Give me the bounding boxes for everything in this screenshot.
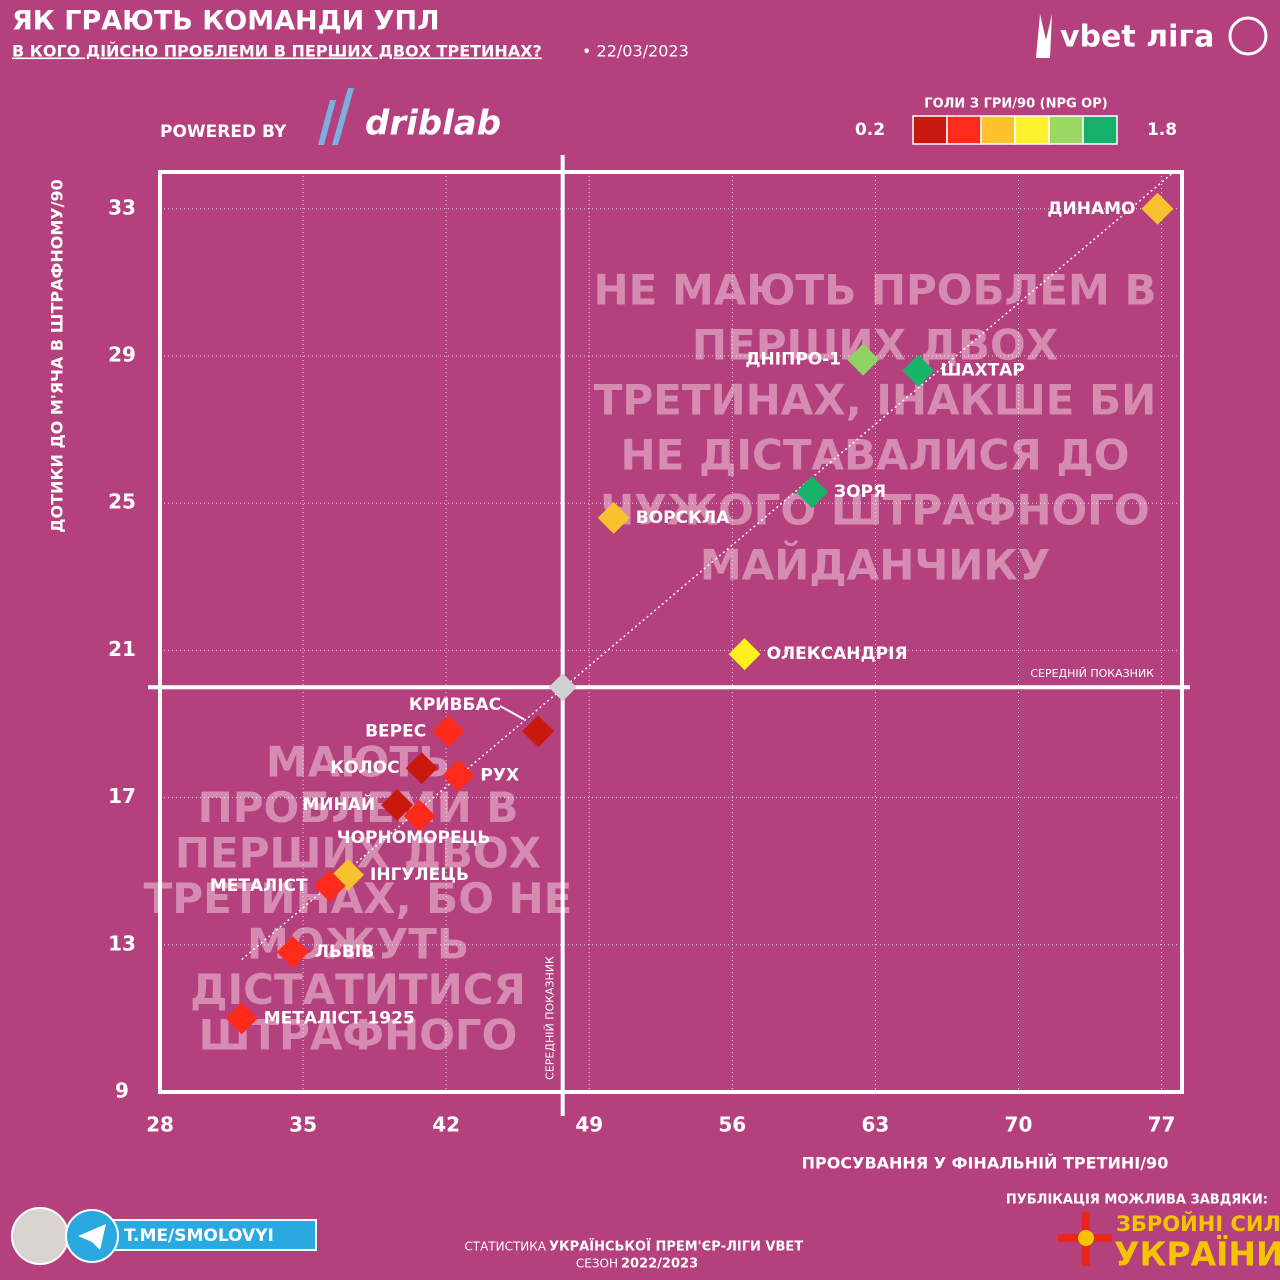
point-label: ЗОРЯ	[834, 482, 886, 502]
x-tick-label: 28	[146, 1113, 174, 1137]
point-label: ЛЬВІВ	[315, 942, 374, 962]
colorbar-swatch	[980, 115, 1016, 145]
label-arrow	[499, 705, 525, 721]
quadrant-text: НЕ МАЮТЬ ПРОБЛЕМ В	[593, 266, 1156, 315]
powered-by: POWERED BY	[160, 122, 287, 142]
driblab-icon	[318, 88, 354, 145]
y-tick-label: 33	[108, 195, 136, 219]
trend-line	[241, 171, 1175, 961]
point	[847, 343, 880, 376]
point-label: ВОРСКЛА	[636, 508, 730, 528]
league-logo: vbet ліга	[1060, 20, 1214, 55]
telegram-plane	[78, 1224, 106, 1250]
point	[313, 869, 346, 902]
point-label: МЕТАЛІСТ 1925	[264, 1008, 415, 1028]
average-x-label: СЕРЕДНІЙ ПОКАЗНИК	[544, 956, 557, 1080]
x-tick-label: 35	[289, 1113, 317, 1137]
point	[728, 638, 761, 671]
quadrant-text: МОЖУТЬ	[247, 920, 469, 969]
x-tick-label: 49	[575, 1113, 603, 1137]
point-label: ЧОРНОМОРЕЦЬ	[337, 828, 491, 848]
x-tick-label: 70	[1005, 1113, 1033, 1137]
colorbar-swatch	[1082, 115, 1118, 145]
army-emblem	[1078, 1230, 1094, 1246]
point-label: ШАХТАР	[940, 361, 1024, 381]
telegram-link[interactable]: T.ME/SMOLOVYI	[124, 1226, 274, 1246]
colorbar-swatch	[1048, 115, 1084, 145]
quadrant-text: НЕ ДІСТАВАЛИСЯ ДО	[621, 431, 1130, 480]
point	[597, 501, 630, 534]
x-tick-label: 42	[432, 1113, 460, 1137]
y-tick-label: 21	[108, 637, 136, 661]
point-label: МИНАЙ	[302, 793, 375, 815]
x-tick-label: 63	[861, 1113, 889, 1137]
point-label: ВЕРЕС	[365, 721, 426, 741]
x-axis-label: ПРОСУВАННЯ У ФІНАЛЬНІЙ ТРЕТИНІ/90	[802, 1154, 1169, 1173]
average-y-label: СЕРЕДНІЙ ПОКАЗНИК	[1030, 667, 1154, 680]
colorbar-swatch	[946, 115, 982, 145]
point	[403, 800, 436, 832]
season-prefix: СЕЗОН	[576, 1257, 618, 1271]
point	[432, 715, 465, 748]
y-tick-label: 13	[108, 931, 136, 955]
quadrant-text: ЧУЖОГО ШТРАФНОГО	[600, 486, 1149, 535]
quadrant-text: ТРЕТИНАХ, БО НЕ	[144, 874, 573, 923]
point	[796, 476, 829, 509]
point-label: ОЛЕКСАНДРІЯ	[767, 644, 908, 664]
army-2: УКРАЇНИ	[1114, 1234, 1280, 1274]
point	[276, 936, 309, 969]
stats-prefix: СТАТИСТИКА	[464, 1240, 546, 1254]
thanks: ПУБЛІКАЦІЯ МОЖЛИВА ЗАВДЯКИ:	[1006, 1193, 1268, 1208]
y-tick-label: 29	[108, 343, 136, 367]
point	[522, 715, 555, 748]
x-tick-label: 77	[1148, 1113, 1176, 1137]
quadrant-text: ДІСТАТИТИСЯ	[190, 965, 526, 1014]
y-axis-label: ДОТИКИ ДО М'ЯЧА В ШТРАФНОМУ/90	[48, 179, 67, 532]
season: 2022/2023	[621, 1257, 698, 1272]
average-marker	[548, 673, 577, 702]
army-1: ЗБРОЙНІ СИЛИ	[1116, 1211, 1280, 1236]
point-label: МЕТАЛІСТ	[210, 876, 308, 896]
point-label: КОЛОС	[330, 758, 399, 778]
date: • 22/03/2023	[582, 42, 689, 61]
colorbar-title: ГОЛИ З ГРИ/90 (NPG OP)	[924, 97, 1107, 112]
colorbar-swatch	[1014, 115, 1050, 145]
point	[405, 752, 438, 785]
y-tick-label: 9	[115, 1079, 129, 1103]
stats-source: УКРАЇНСЬКОЇ ПРЕМ'ЄР-ЛІГИ VBET	[549, 1239, 803, 1255]
point-label: КРИВБАС	[409, 695, 501, 715]
point	[442, 759, 475, 792]
point	[1141, 192, 1174, 225]
y-tick-label: 17	[108, 784, 136, 808]
point	[381, 788, 414, 821]
point	[902, 354, 935, 387]
plot-frame	[158, 170, 1184, 1094]
quadrant-text: ПРОБЛЕМИ В	[198, 783, 519, 832]
colorbar-swatch	[912, 115, 948, 145]
league-ball	[1228, 16, 1268, 56]
avatar	[11, 1207, 69, 1265]
chart-subtitle: В КОГО ДІЙСНО ПРОБЛЕМИ В ПЕРШИХ ДВОХ ТРЕ…	[12, 42, 542, 61]
point-label: ДИНАМО	[1047, 199, 1135, 219]
x-tick-label: 56	[718, 1113, 746, 1137]
point-label: РУХ	[480, 766, 519, 786]
point	[225, 1002, 258, 1035]
brand: driblab	[365, 104, 501, 144]
vbet-hand	[1036, 14, 1052, 58]
colorbar-min: 0.2	[855, 120, 885, 140]
colorbar-max: 1.8	[1147, 120, 1177, 140]
point-label: ДНІПРО-1	[745, 350, 841, 370]
y-tick-label: 25	[108, 490, 136, 514]
chart-title: ЯК ГРАЮТЬ КОМАНДИ УПЛ	[12, 6, 440, 37]
point-label: ІНГУЛЕЦЬ	[370, 865, 469, 885]
